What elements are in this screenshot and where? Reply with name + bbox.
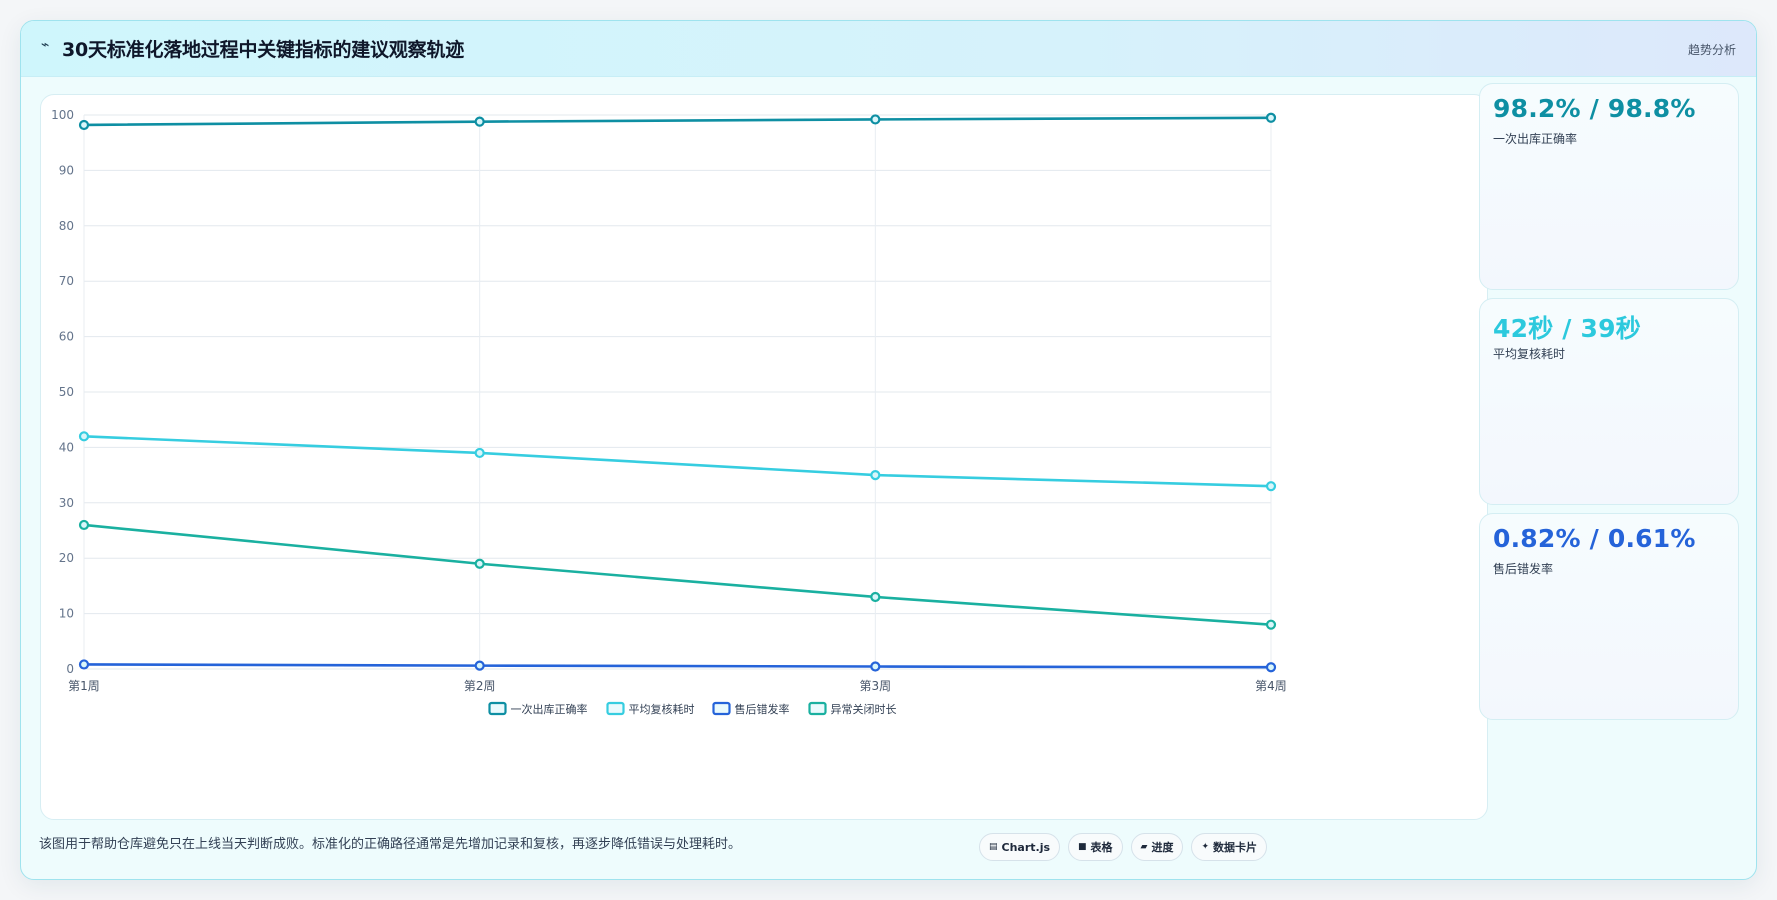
x-tick-label: 第4周 (1255, 679, 1287, 693)
legend-swatch (808, 701, 827, 716)
data-point (474, 558, 485, 569)
x-tick-label: 第2周 (464, 679, 496, 693)
pill-label: 数据卡片 (1213, 841, 1258, 854)
card-header: ⌁ 30天标准化落地过程中关键指标的建议观察轨迹 趋势分析 (21, 21, 1756, 77)
data-point (474, 660, 485, 671)
pill-table[interactable]: ■ 表格 (1068, 833, 1123, 861)
y-tick-label: 0 (66, 662, 74, 676)
x-tick-label: 第1周 (68, 679, 100, 693)
legend-label: 平均复核耗时 (629, 702, 695, 716)
kpi-card-review-time: 42秒 / 39秒 平均复核耗时 (1479, 298, 1739, 505)
card-icon: ✦ (1201, 842, 1210, 852)
pill-progress[interactable]: ▰ 进度 (1130, 833, 1184, 861)
progress-icon: ▰ (1140, 842, 1148, 852)
activity-icon: ⌁ (41, 37, 50, 53)
data-point (78, 119, 90, 131)
series-line (83, 435, 1272, 488)
trend-analysis-tag: 趋势分析 (1687, 43, 1736, 57)
table-icon: ■ (1078, 842, 1087, 852)
data-point (1265, 112, 1277, 123)
legend-swatch (712, 701, 731, 716)
chart-panel: 0 10 20 30 40 50 60 70 80 90 100 第1周 第2周 第3周 第4周一次出库正确… (40, 94, 1488, 820)
legend-swatch (606, 701, 625, 716)
pill-label: Chart.js (1001, 840, 1051, 854)
data-point (1265, 662, 1277, 673)
y-tick-label: 30 (59, 496, 74, 510)
pill-chartjs[interactable]: ▤ Chart.js (979, 833, 1061, 861)
legend-label: 异常关闭时长 (831, 702, 897, 716)
y-tick-label: 90 (59, 163, 74, 177)
y-tick-label: 60 (59, 330, 74, 344)
legend-label: 售后错发率 (735, 702, 790, 716)
page-title: 30天标准化落地过程中关键指标的建议观察轨迹 (62, 39, 465, 61)
pill-data-card[interactable]: ✦ 数据卡片 (1191, 833, 1268, 861)
x-tick-label: 第3周 (860, 679, 892, 693)
series-line (83, 663, 1272, 669)
series-line (83, 523, 1272, 626)
footer-note: 该图用于帮助仓库避免只在上线当天判断成败。标准化的正确路径通常是先增加记录和复核… (39, 837, 742, 852)
y-tick-label: 80 (59, 219, 74, 233)
kpi-card-accuracy: 98.2% / 98.8% 一次出库正确率 (1479, 83, 1739, 290)
series-line (83, 116, 1272, 127)
legend-label: 一次出库正确率 (511, 702, 588, 716)
data-point (870, 114, 881, 125)
pill-label: 进度 (1151, 841, 1174, 854)
y-tick-label: 20 (59, 551, 74, 565)
data-point (78, 659, 90, 670)
data-point (1265, 481, 1277, 492)
tech-pills: ▤ Chart.js ■ 表格 ▰ 进度 ✦ 数据卡片 (979, 833, 1268, 861)
kpi-value: 98.2% / 98.8% (1493, 94, 1696, 123)
data-point (870, 591, 881, 603)
data-point (870, 661, 881, 672)
data-point (78, 519, 90, 531)
pill-label: 表格 (1090, 841, 1113, 854)
y-tick-label: 70 (59, 274, 74, 288)
kpi-label: 一次出库正确率 (1493, 132, 1578, 146)
line-chart: 0 10 20 30 40 50 60 70 80 90 100 第1周 第2周 第3周 第4周一次出库正确… (51, 108, 1287, 716)
kpi-label: 平均复核耗时 (1493, 347, 1566, 361)
data-point (870, 470, 881, 481)
chart-icon: ▤ (989, 842, 998, 852)
y-tick-label: 50 (59, 385, 74, 399)
y-tick-label: 40 (59, 440, 74, 454)
dashboard-card: ⌁ 30天标准化落地过程中关键指标的建议观察轨迹 趋势分析 0 10 20 30 40 5… (20, 20, 1757, 880)
y-tick-label: 10 (59, 607, 74, 621)
data-point (1265, 619, 1277, 630)
data-point (474, 447, 485, 459)
kpi-value: 42秒 / 39秒 (1493, 314, 1641, 343)
kpi-label: 售后错发率 (1493, 562, 1554, 576)
y-tick-label: 100 (51, 108, 74, 122)
data-point (78, 431, 90, 442)
kpi-value: 0.82% / 0.61% (1493, 524, 1696, 553)
kpi-card-error-rate: 0.82% / 0.61% 售后错发率 (1479, 513, 1739, 720)
legend-swatch (488, 701, 507, 716)
data-point (474, 116, 485, 127)
